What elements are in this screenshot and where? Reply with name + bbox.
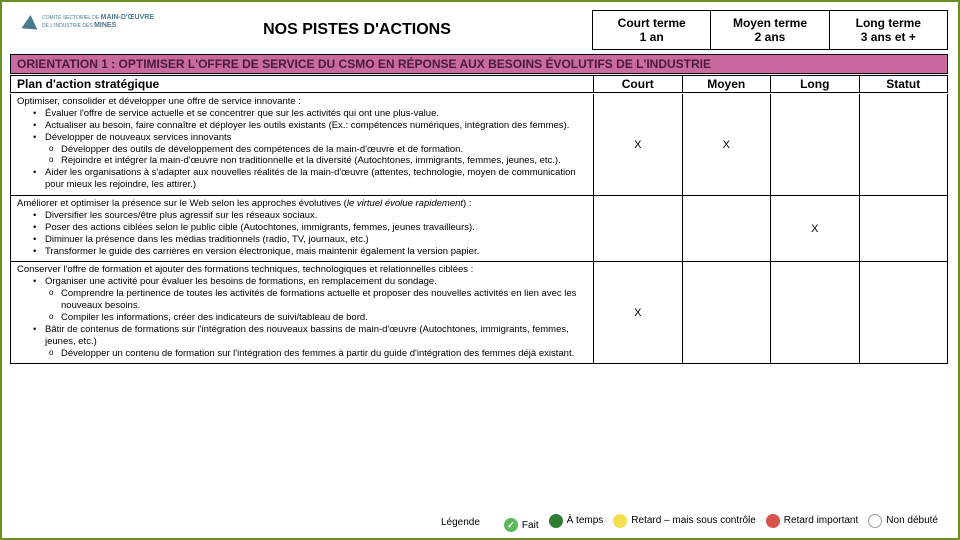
- mark-statut: [859, 196, 948, 261]
- page-title: NOS PISTES D'ACTIONS: [2, 10, 592, 50]
- row-text: Conserver l'offre de formation et ajoute…: [11, 262, 593, 363]
- row-text: Optimiser, consolider et développer une …: [11, 94, 593, 195]
- mark-long: [770, 262, 859, 363]
- mark-moyen: X: [682, 94, 771, 195]
- plan-title: Plan d'action stratégique: [11, 76, 593, 92]
- legend-label: Retard important: [784, 515, 858, 526]
- legend-dot-icon: [766, 514, 780, 528]
- mark-moyen: [682, 196, 771, 261]
- legend-item: ✓ Fait: [504, 518, 539, 532]
- mark-court: [593, 196, 682, 261]
- header-row: NOS PISTES D'ACTIONS Court terme1 an Moy…: [2, 10, 948, 50]
- plan-header-row: Plan d'action stratégique Court Moyen Lo…: [10, 75, 948, 93]
- mark-statut: [859, 94, 948, 195]
- term-court: Court terme1 an: [592, 10, 711, 50]
- legend-dot-icon: [549, 514, 563, 528]
- legend-item: À temps: [549, 514, 604, 528]
- legend-item: Retard – mais sous contrôle: [613, 514, 756, 528]
- legend: Légende ✓ Fait À temps Retard – mais sous c…: [2, 514, 948, 533]
- col-moyen: Moyen: [682, 76, 771, 92]
- legend-dot-icon: ✓: [504, 518, 518, 532]
- mark-court: X: [593, 94, 682, 195]
- legend-label: Non débuté: [886, 515, 938, 526]
- legend-item: Non débuté: [868, 514, 938, 528]
- legend-label: Fait: [522, 520, 539, 531]
- legend-title: Légende: [441, 517, 480, 528]
- mark-court: X: [593, 262, 682, 363]
- legend-label: Retard – mais sous contrôle: [631, 515, 756, 526]
- col-statut: Statut: [859, 76, 948, 92]
- mark-long: X: [770, 196, 859, 261]
- mark-moyen: [682, 262, 771, 363]
- legend-item: Retard important: [766, 514, 858, 528]
- mark-long: [770, 94, 859, 195]
- col-court: Court: [593, 76, 682, 92]
- legend-label: À temps: [567, 515, 604, 526]
- row-text: Améliorer et optimiser la présence sur l…: [11, 196, 593, 261]
- term-moyen: Moyen terme2 ans: [711, 10, 829, 50]
- term-long: Long terme3 ans et +: [830, 10, 948, 50]
- col-long: Long: [770, 76, 859, 92]
- legend-dot-icon: [868, 514, 882, 528]
- table-row: Conserver l'offre de formation et ajoute…: [10, 262, 948, 364]
- mark-statut: [859, 262, 948, 363]
- table-body: Optimiser, consolider et développer une …: [10, 94, 948, 364]
- table-row: Optimiser, consolider et développer une …: [10, 94, 948, 196]
- table-row: Améliorer et optimiser la présence sur l…: [10, 196, 948, 262]
- legend-dot-icon: [613, 514, 627, 528]
- orientation-banner: ORIENTATION 1 : OPTIMISER L'OFFRE DE SER…: [10, 54, 948, 74]
